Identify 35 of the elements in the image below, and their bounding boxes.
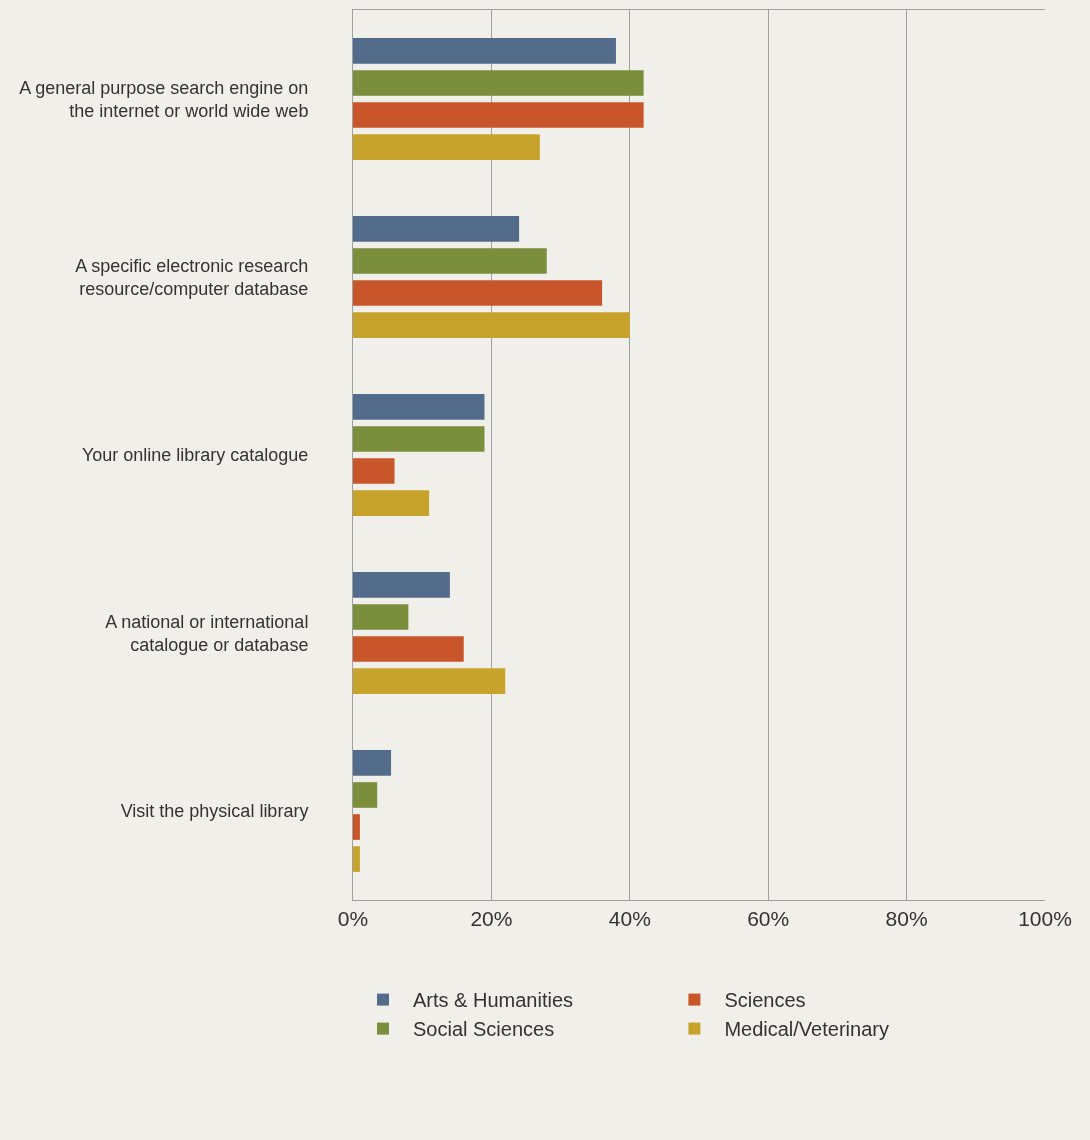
x-tick-label: 20%	[470, 907, 513, 931]
x-tick-label: 60%	[747, 907, 790, 931]
bar	[353, 750, 392, 776]
x-tick-label: 40%	[608, 907, 651, 931]
bar	[353, 38, 616, 64]
legend-label: Medical/Veterinary	[724, 1018, 889, 1041]
bar	[353, 426, 485, 452]
legend-label: Social Sciences	[413, 1018, 555, 1041]
y-tick-label: A specific electronic research resource/computer database	[75, 255, 309, 299]
bar	[353, 70, 644, 96]
bar	[353, 814, 360, 840]
y-tick-label: A national or international catalogue or database	[105, 611, 309, 655]
x-tick-label: 80%	[885, 907, 928, 931]
legend-label: Arts & Humanities	[413, 989, 574, 1012]
bar	[353, 134, 540, 160]
bar	[353, 312, 630, 338]
bar	[353, 458, 395, 484]
bar	[353, 280, 603, 306]
bar	[353, 572, 450, 598]
x-tick-label: 0%	[337, 907, 369, 931]
bar	[353, 102, 644, 128]
bar	[353, 490, 430, 516]
bar	[353, 216, 520, 242]
bar	[353, 782, 378, 808]
bar	[353, 394, 485, 420]
y-tick-label: Visit the physical library	[120, 801, 309, 822]
x-tick-label: 100%	[1018, 907, 1072, 931]
bar	[353, 248, 547, 274]
y-tick-label: Your online library catalogue	[81, 445, 309, 466]
bar	[353, 668, 506, 694]
y-tick-label: A general purpose search engine on the internet or world wide web	[19, 77, 309, 121]
legend-label: Sciences	[724, 989, 806, 1012]
bar	[353, 604, 409, 630]
bar	[353, 636, 464, 662]
bar	[353, 846, 360, 872]
